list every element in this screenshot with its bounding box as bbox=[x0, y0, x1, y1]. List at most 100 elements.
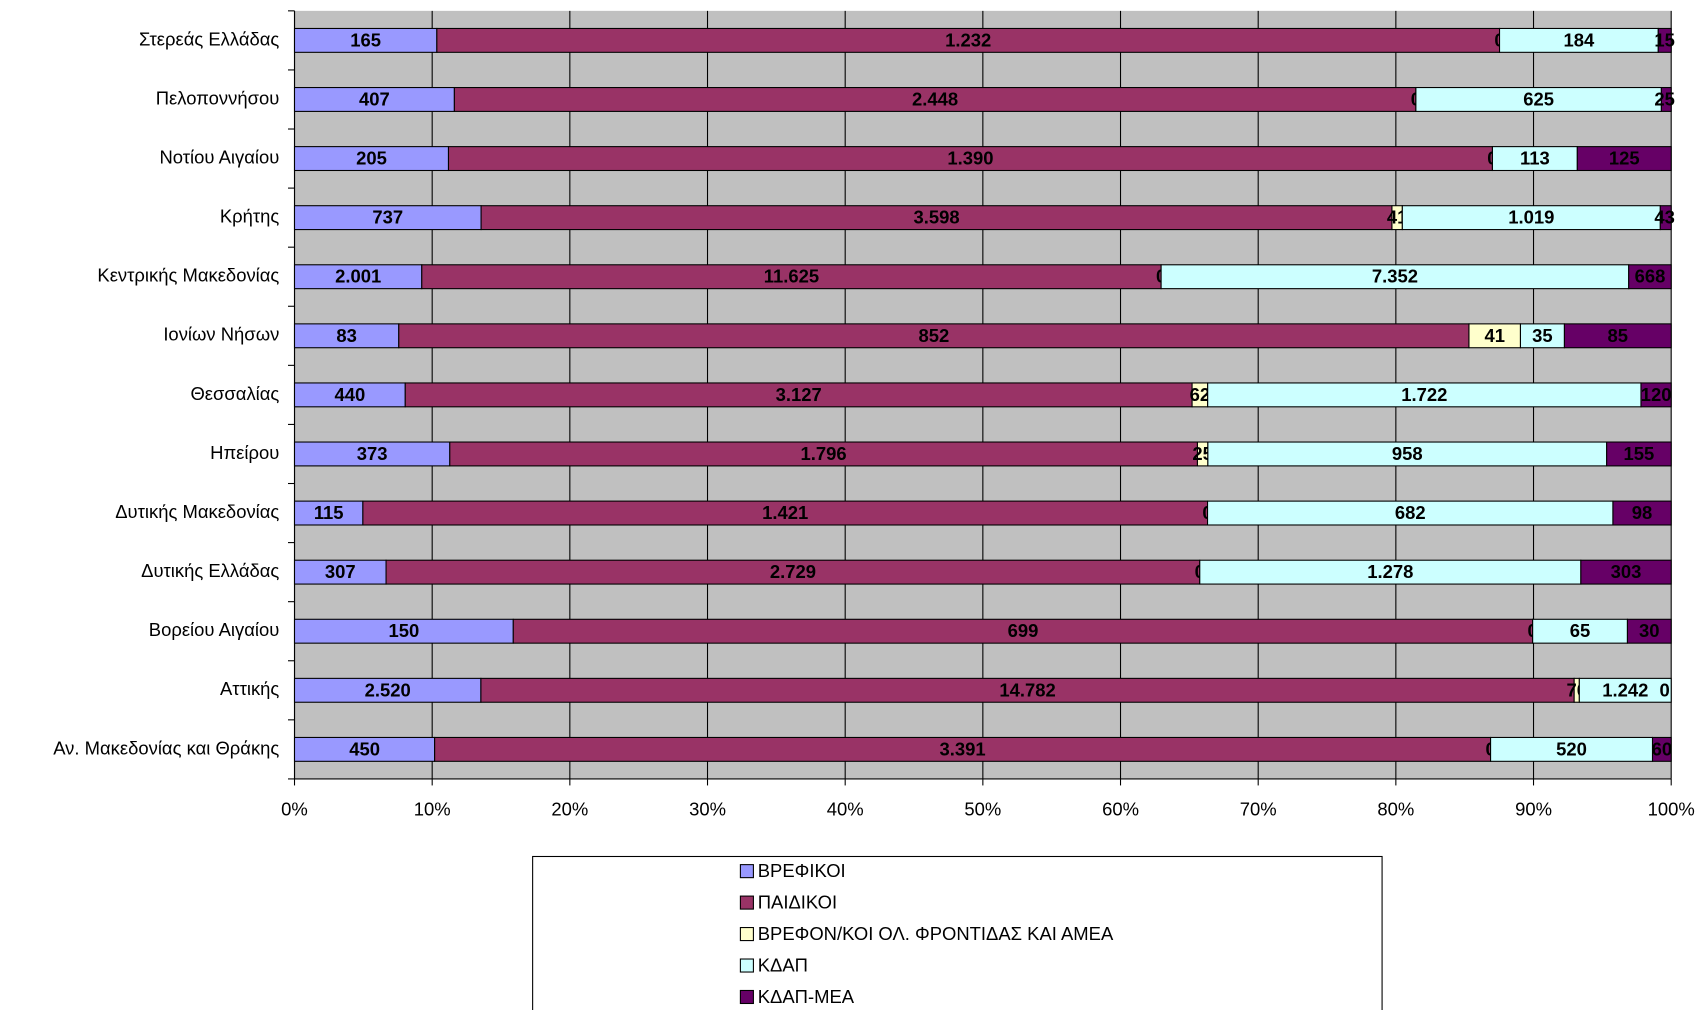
legend-swatch bbox=[739, 927, 754, 942]
bar-segment bbox=[1659, 205, 1672, 231]
x-tick-label: 70% bbox=[1240, 798, 1277, 819]
data-label: 62 bbox=[1190, 384, 1211, 405]
data-label: 307 bbox=[325, 561, 356, 582]
data-label: 150 bbox=[389, 620, 420, 641]
legend-swatch bbox=[739, 989, 754, 1005]
data-label: 15 bbox=[1654, 29, 1675, 50]
data-label: 958 bbox=[1392, 443, 1423, 464]
data-label: 737 bbox=[372, 207, 403, 228]
data-label: 1.796 bbox=[801, 443, 847, 464]
data-label: 83 bbox=[336, 325, 357, 346]
data-label: 11.625 bbox=[764, 266, 819, 287]
legend-label: ΚΔΑΠ-ΜΕΑ bbox=[758, 986, 855, 1007]
y-tick-label: Κεντρικής Μακεδονίας bbox=[97, 265, 279, 286]
y-tick-label: Βορείου Αιγαίου bbox=[149, 619, 280, 640]
x-tick-label: 50% bbox=[964, 798, 1001, 819]
bar-segment bbox=[1628, 264, 1672, 290]
x-tick-label: 100% bbox=[1648, 798, 1695, 819]
bar-segment bbox=[1578, 677, 1672, 703]
data-label: 14.782 bbox=[999, 679, 1055, 700]
x-tick-label: 60% bbox=[1102, 798, 1139, 819]
data-label: 682 bbox=[1395, 502, 1426, 523]
data-label: 1.278 bbox=[1367, 561, 1413, 582]
data-label: 65 bbox=[1570, 620, 1591, 641]
data-label: 85 bbox=[1608, 325, 1629, 346]
data-label: 373 bbox=[357, 443, 388, 464]
y-tick-label: Ιονίων Νήσων bbox=[163, 324, 279, 345]
data-label: 41 bbox=[1484, 325, 1505, 346]
data-label: 1.722 bbox=[1401, 384, 1447, 405]
y-tick-label: Νοτίου Αιγαίου bbox=[159, 146, 279, 167]
x-tick-label: 0% bbox=[281, 798, 308, 819]
data-label: 407 bbox=[359, 88, 390, 109]
data-label: 440 bbox=[334, 384, 365, 405]
y-tick-label: Πελοποννήσου bbox=[156, 87, 280, 108]
data-label: 1.019 bbox=[1508, 207, 1554, 228]
bar-segment bbox=[1563, 323, 1672, 349]
data-label: 115 bbox=[314, 502, 344, 523]
y-tick-label: Ηπείρου bbox=[210, 442, 279, 463]
x-tick-label: 80% bbox=[1377, 798, 1414, 819]
x-tick-label: 10% bbox=[414, 798, 451, 819]
data-label: 1.232 bbox=[945, 29, 991, 50]
data-label: 3.127 bbox=[776, 384, 822, 405]
data-label: 2.001 bbox=[335, 266, 381, 287]
legend-label: ΒΡΕΦΙΚΟΙ bbox=[758, 860, 846, 881]
bar-segment bbox=[1657, 27, 1672, 53]
data-label: 113 bbox=[1520, 148, 1550, 169]
bar-segment bbox=[1612, 500, 1672, 526]
x-tick-label: 20% bbox=[551, 798, 588, 819]
data-label: 60 bbox=[1652, 738, 1673, 759]
y-tick-label: Κρήτης bbox=[220, 206, 280, 227]
x-tick-label: 40% bbox=[827, 798, 864, 819]
data-label: 303 bbox=[1611, 561, 1642, 582]
data-label: 2.520 bbox=[365, 679, 411, 700]
data-label: 3.598 bbox=[913, 207, 959, 228]
data-label: 35 bbox=[1532, 325, 1553, 346]
data-label: 699 bbox=[1008, 620, 1039, 641]
bar-segment bbox=[1651, 736, 1672, 762]
data-label: 2.448 bbox=[912, 88, 958, 109]
data-label: 1.421 bbox=[762, 502, 808, 523]
legend-label: ΒΡΕΦΟΝ/ΚΟΙ ΟΛ. ΦΡΟΝΤΙΔΑΣ ΚΑΙ ΑΜΕΑ bbox=[758, 923, 1114, 944]
y-tick-label: Αττικής bbox=[220, 678, 279, 699]
legend-swatch bbox=[739, 864, 754, 879]
bar-segment bbox=[1660, 86, 1672, 112]
data-label: 1.242 bbox=[1602, 679, 1648, 700]
data-label: 625 bbox=[1523, 88, 1554, 109]
legend-label: ΚΔΑΠ bbox=[758, 954, 808, 975]
data-label: 3.391 bbox=[940, 738, 986, 759]
bar-segment bbox=[1626, 618, 1672, 644]
bar-segment bbox=[1576, 146, 1672, 172]
data-label: 43 bbox=[1654, 207, 1675, 228]
bar-segment bbox=[1640, 382, 1672, 408]
data-label: 98 bbox=[1632, 502, 1653, 523]
data-label: 1.390 bbox=[947, 148, 993, 169]
y-tick-label: Στερεάς Ελλάδας bbox=[139, 28, 279, 49]
y-tick-label: Θεσσαλίας bbox=[190, 383, 279, 404]
x-tick-label: 30% bbox=[689, 798, 726, 819]
legend-swatch bbox=[739, 958, 754, 973]
data-label: 520 bbox=[1556, 738, 1587, 759]
data-label: 2.729 bbox=[770, 561, 816, 582]
y-tick-label: Δυτικής Μακεδονίας bbox=[115, 501, 279, 522]
legend-label: ΠΑΙΔΙΚΟΙ bbox=[758, 892, 837, 913]
data-label: 205 bbox=[356, 148, 387, 169]
data-label: 184 bbox=[1564, 29, 1596, 50]
data-label: 120 bbox=[1641, 384, 1672, 405]
x-tick-label: 90% bbox=[1515, 798, 1552, 819]
data-label: 0 bbox=[1660, 679, 1670, 700]
data-label: 125 bbox=[1609, 148, 1640, 169]
data-label: 165 bbox=[350, 29, 381, 50]
bar-segment bbox=[1606, 441, 1672, 467]
bar-segment bbox=[1580, 559, 1672, 585]
data-label: 30 bbox=[1639, 620, 1660, 641]
y-tick-label: Αν. Μακεδονίας και Θράκης bbox=[53, 737, 279, 758]
data-label: 450 bbox=[349, 738, 380, 759]
data-label: 852 bbox=[918, 325, 949, 346]
data-label: 155 bbox=[1624, 443, 1655, 464]
legend bbox=[532, 855, 1383, 1010]
y-tick-label: Δυτικής Ελλάδας bbox=[141, 560, 279, 581]
data-label: 25 bbox=[1654, 88, 1675, 109]
